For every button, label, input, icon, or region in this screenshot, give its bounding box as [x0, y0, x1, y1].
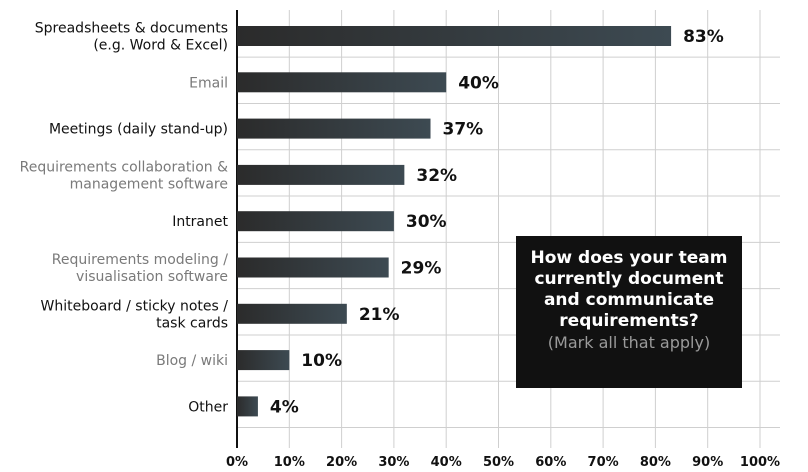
bar-value-label: 83%: [683, 27, 724, 47]
bar-value-label: 30%: [406, 212, 447, 232]
bar-value-label: 29%: [401, 259, 442, 279]
bar: [237, 257, 389, 278]
bar: [237, 118, 431, 139]
x-tick-label: 0%: [226, 455, 248, 470]
x-tick-label: 100%: [740, 455, 780, 470]
category-label: Meetings (daily stand-up): [49, 122, 228, 138]
bar: [237, 350, 290, 371]
x-tick-label: 30%: [378, 455, 409, 470]
bar-value-label: 40%: [458, 73, 499, 93]
x-tick-label: 20%: [326, 455, 357, 470]
x-tick-label: 10%: [274, 455, 305, 470]
category-label: Requirements collaboration & management s…: [20, 159, 228, 192]
x-tick-label: 90%: [692, 455, 723, 470]
x-tick-label: 40%: [431, 455, 462, 470]
bar: [237, 396, 258, 417]
category-label: Spreadsheets & documents (e.g. Word & Exc…: [35, 21, 228, 54]
category-label: Intranet: [172, 214, 228, 230]
x-tick-label: 80%: [640, 455, 671, 470]
question-title: How does your team currently document an…: [530, 248, 728, 331]
bar: [237, 26, 672, 46]
bar-value-label: 10%: [301, 351, 342, 371]
question-subtitle: (Mark all that apply): [547, 333, 711, 352]
bar: [237, 303, 347, 324]
category-label: Whiteboard / sticky notes / task cards: [41, 298, 229, 331]
bar: [237, 211, 394, 232]
question-box: How does your team currently document an…: [516, 236, 742, 388]
category-label: Email: [189, 75, 228, 91]
x-tick-label: 60%: [535, 455, 566, 470]
gridlines: [236, 10, 780, 448]
category-label: Other: [188, 399, 228, 415]
bar-value-label: 32%: [416, 166, 457, 186]
bar-value-label: 4%: [270, 397, 299, 417]
bar-value-label: 21%: [359, 305, 400, 325]
x-tick-label: 70%: [588, 455, 619, 470]
x-tick-label: 50%: [483, 455, 514, 470]
category-label: Blog / wiki: [156, 353, 228, 369]
category-label: Requirements modeling / visualisation sof…: [52, 252, 228, 285]
bar: [237, 72, 447, 93]
bar-value-label: 37%: [443, 120, 484, 140]
bar: [237, 164, 405, 185]
